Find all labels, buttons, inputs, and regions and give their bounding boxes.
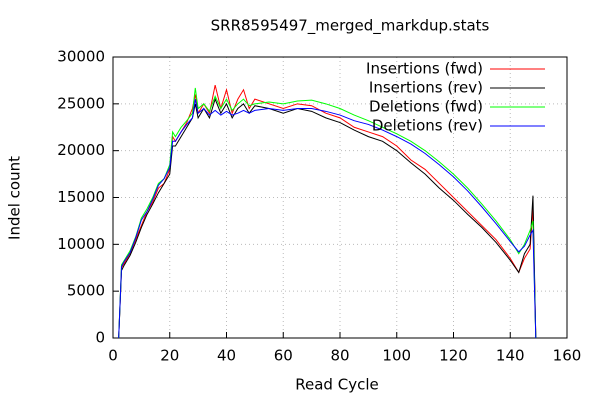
x-axis-label: Read Cycle: [295, 376, 378, 394]
y-tick-label: 10000: [57, 235, 105, 253]
legend-label: Insertions (rev): [369, 79, 483, 97]
x-tick-label: 160: [553, 347, 582, 365]
x-tick-label: 0: [108, 347, 118, 365]
chart-title: SRR8595497_merged_markdup.stats: [211, 17, 490, 36]
y-tick-label: 20000: [57, 141, 105, 159]
y-tick-label: 25000: [57, 94, 105, 112]
data-line: [118, 84, 537, 339]
data-line: [118, 97, 537, 339]
data-line: [118, 99, 537, 339]
x-tick-label: 80: [330, 347, 349, 365]
plot-border: [112, 56, 568, 339]
x-tick-label: 40: [217, 347, 236, 365]
x-tick-label: 60: [274, 347, 293, 365]
legend-label: Insertions (fwd): [366, 60, 483, 78]
legend-label: Deletions (rev): [372, 117, 483, 135]
y-tick-label: 0: [95, 329, 105, 347]
x-tick-label: 100: [382, 347, 411, 365]
data-line: [118, 87, 537, 339]
y-tick-label: 15000: [57, 188, 105, 206]
legend-label: Deletions (fwd): [369, 98, 483, 116]
y-tick-label: 30000: [57, 48, 105, 66]
y-axis-label: Indel count: [6, 156, 24, 240]
x-tick-label: 120: [439, 347, 468, 365]
x-tick-label: 20: [160, 347, 179, 365]
x-tick-label: 140: [496, 347, 525, 365]
y-tick-label: 5000: [67, 282, 105, 300]
